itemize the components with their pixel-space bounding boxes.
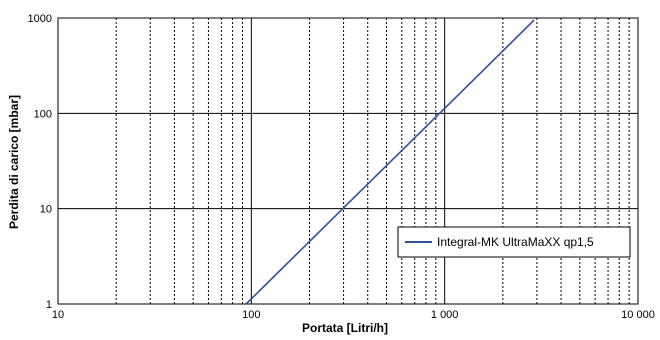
series-line: [245, 19, 535, 305]
x-tick-labels: 10 100 1 000 10 000: [52, 309, 655, 321]
y-tick-labels: 1 10 100 1000: [28, 13, 52, 311]
plot-frame: [57, 17, 639, 305]
plot-background: [58, 18, 638, 304]
series-layer: [245, 19, 535, 305]
legend-label: Integral-MK UltraMaXX qp1,5: [437, 235, 594, 249]
x-tick-label: 100: [242, 309, 260, 321]
x-tick-label: 1 000: [431, 309, 459, 321]
legend-box: [397, 226, 631, 258]
plot-area: [57, 17, 639, 305]
y-tick-label: 1: [46, 299, 52, 311]
legend: Integral-MK UltraMaXX qp1,5: [397, 226, 631, 258]
y-tick-label: 10: [40, 204, 52, 216]
y-tick-label: 100: [34, 108, 52, 120]
y-axis-title: Perdita di carico [mbar]: [7, 95, 21, 229]
x-tick-label: 10 000: [621, 309, 655, 321]
x-axis-title: Portata [Litri/h]: [302, 321, 388, 335]
x-tick-label: 10: [52, 309, 64, 321]
y-tick-label: 1000: [28, 13, 52, 25]
